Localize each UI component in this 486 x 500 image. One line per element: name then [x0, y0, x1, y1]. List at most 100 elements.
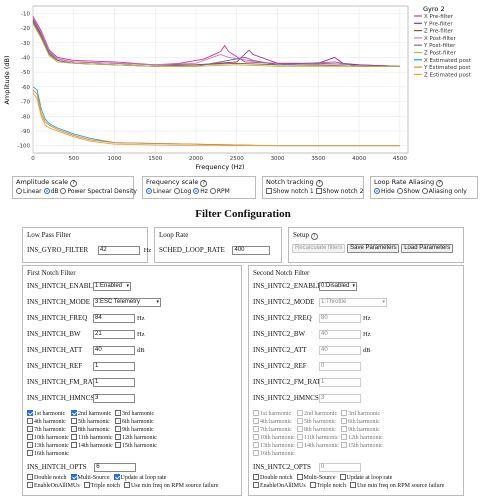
legend-entry[interactable]: Y Post-filter	[423, 43, 456, 49]
notch2-harmonic-option[interactable]: 5th harmonic	[297, 418, 341, 426]
notch2-harmonic-option[interactable]: 9th harmonic	[341, 426, 385, 434]
legend-entry[interactable]: X Pre-filter	[424, 14, 454, 20]
legend-entry[interactable]: X Post-filter	[424, 36, 457, 42]
notch2-harmonic-option[interactable]: 8th harmonic	[297, 426, 341, 434]
notch2-harmonic-option[interactable]: 14th harmonic	[297, 442, 341, 450]
notch1-opt-checkbox[interactable]	[83, 482, 90, 488]
recalculate-filters-button[interactable]: Recalculate filters	[292, 244, 346, 253]
notch1-opt-checkbox[interactable]	[27, 482, 33, 488]
frequency-linear-radio[interactable]	[146, 188, 152, 194]
notch2-opt-option[interactable]: Use min freq on RPM source failure	[349, 482, 444, 490]
notch1-opt-checkbox[interactable]	[27, 474, 33, 480]
notch1-harmonic-checkbox[interactable]	[27, 442, 33, 448]
notch1-opt-option[interactable]: Use min freq on RPM source failure	[123, 482, 218, 490]
notch1-opt-checkbox[interactable]	[70, 474, 77, 480]
notch2-harmonic-option[interactable]: 1st harmonic	[253, 410, 297, 418]
notch1-harmonic-checkbox[interactable]	[71, 418, 77, 424]
notch1-harmonic-option[interactable]: 7th harmonic	[27, 426, 71, 434]
notch2-harmonic-checkbox[interactable]	[297, 426, 303, 432]
notch1-harmonic-option[interactable]: 12th harmonic	[115, 434, 159, 442]
notch2-opt-option[interactable]: Update at loop rate	[339, 474, 392, 482]
notch2-harmonic-checkbox[interactable]	[341, 410, 347, 416]
notch1-harmonic-option[interactable]: 9th harmonic	[115, 426, 159, 434]
notch1-harmonic-option[interactable]: 15th harmonic	[115, 442, 159, 450]
notch1-harmonic-checkbox[interactable]	[115, 426, 121, 432]
notch1-opt-option[interactable]: EnableOnAllIMUs	[27, 482, 80, 490]
legend-entry[interactable]: Z Post-filter	[424, 51, 457, 57]
notch2-param-input[interactable]: 80	[319, 314, 361, 323]
notch1-harmonic-option[interactable]: 16th harmonic	[27, 450, 71, 458]
notch1-harmonic-option[interactable]: 13th harmonic	[27, 442, 71, 450]
notch1-param-select[interactable]: 3:ESC Telemetry ▾	[93, 298, 161, 307]
help-icon[interactable]: ?	[315, 180, 323, 187]
notch1-param-input[interactable]: 1	[93, 378, 135, 387]
notch2-opt-checkbox[interactable]	[296, 474, 303, 480]
notch1-opt-checkbox[interactable]	[113, 474, 120, 480]
amplitude-db-radio[interactable]	[43, 188, 50, 194]
notch2-opt-checkbox[interactable]	[309, 482, 316, 488]
notch2-harmonic-checkbox[interactable]	[341, 434, 347, 440]
notch1-param-input[interactable]: 40	[93, 346, 135, 355]
notch2-harmonic-option[interactable]: 3rd harmonic	[341, 410, 385, 418]
notch1-opt-option[interactable]: Double notch	[27, 474, 67, 482]
notch1-harmonic-checkbox[interactable]	[115, 434, 121, 440]
notch1-harmonic-checkbox[interactable]	[115, 442, 121, 448]
notch1-param-input[interactable]: 3	[93, 394, 135, 403]
notch1-param-input[interactable]: 84	[93, 314, 135, 323]
notch2-harmonic-checkbox[interactable]	[297, 418, 303, 424]
help-icon[interactable]: ?	[310, 233, 318, 240]
sched-loop-rate-input[interactable]: 400	[232, 246, 271, 255]
notch1-harmonic-checkbox[interactable]	[115, 418, 121, 424]
legend-entry[interactable]: Y Estimated post	[423, 65, 471, 71]
notch2-opts-input[interactable]: 0	[318, 463, 361, 472]
notch1-param-input[interactable]: 1	[93, 362, 135, 371]
notch2-opt-option[interactable]: Double notch	[253, 474, 293, 482]
show-notch-1-checkbox[interactable]	[266, 188, 272, 194]
notch1-opts-input[interactable]: 6	[94, 463, 137, 472]
show-notch-2-checkbox[interactable]	[315, 188, 322, 194]
notch1-harmonic-checkbox[interactable]	[27, 450, 33, 456]
save-parameters-button[interactable]: Save Parameters	[347, 244, 400, 253]
notch1-harmonic-checkbox[interactable]	[27, 426, 33, 432]
notch1-harmonic-checkbox[interactable]	[115, 410, 121, 416]
notch1-param-select[interactable]: 1:Enabled ▾	[93, 282, 131, 291]
notch1-harmonic-option[interactable]: 6th harmonic	[115, 418, 159, 426]
notch1-harmonic-option[interactable]: 3rd harmonic	[115, 410, 159, 418]
notch2-param-input[interactable]: 40	[319, 346, 361, 355]
notch1-opt-checkbox[interactable]	[123, 482, 130, 488]
notch1-harmonic-option[interactable]: 11th harmonic	[71, 434, 115, 442]
notch2-opt-checkbox[interactable]	[339, 474, 346, 480]
notch2-harmonic-checkbox[interactable]	[253, 418, 259, 424]
notch2-harmonic-option[interactable]: 7th harmonic	[253, 426, 297, 434]
notch1-param-input[interactable]: 21	[93, 330, 135, 339]
notch1-harmonic-option[interactable]: 2nd harmonic	[71, 410, 115, 418]
notch2-harmonic-checkbox[interactable]	[253, 410, 259, 416]
frequency-rpm-radio[interactable]	[209, 188, 216, 194]
notch2-harmonic-option[interactable]: 4th harmonic	[253, 418, 297, 426]
notch2-harmonic-checkbox[interactable]	[341, 442, 347, 448]
ins-gyro-filter-input[interactable]: 42	[97, 246, 140, 255]
amplitude-psd-radio[interactable]	[60, 188, 67, 194]
notch2-harmonic-checkbox[interactable]	[253, 426, 259, 432]
notch2-harmonic-option[interactable]: 10th harmonic	[253, 434, 297, 442]
notch1-harmonic-option[interactable]: 14th harmonic	[71, 442, 115, 450]
frequency-log-radio[interactable]	[173, 188, 180, 194]
notch2-harmonic-checkbox[interactable]	[297, 442, 303, 448]
notch2-harmonic-checkbox[interactable]	[297, 410, 303, 416]
notch1-harmonic-checkbox[interactable]	[71, 410, 77, 416]
legend-entry[interactable]: Z Pre-filter	[424, 29, 454, 35]
notch2-harmonic-option[interactable]: 6th harmonic	[341, 418, 385, 426]
notch1-harmonic-option[interactable]: 8th harmonic	[71, 426, 115, 434]
legend-entry[interactable]: Y Pre-filter	[423, 21, 453, 27]
notch2-param-select[interactable]: 0:Disabled ▾	[319, 282, 357, 291]
notch2-opt-option[interactable]: Triple notch	[309, 482, 346, 490]
notch2-opt-checkbox[interactable]	[253, 474, 259, 480]
notch2-opt-checkbox[interactable]	[349, 482, 356, 488]
notch1-harmonic-option[interactable]: 1st harmonic	[27, 410, 71, 418]
notch2-harmonic-checkbox[interactable]	[253, 442, 259, 448]
help-icon[interactable]: ?	[200, 180, 208, 187]
notch2-harmonic-checkbox[interactable]	[253, 450, 259, 456]
aliasing-show-radio[interactable]	[396, 188, 403, 194]
frequency-hz-radio[interactable]	[193, 188, 200, 194]
